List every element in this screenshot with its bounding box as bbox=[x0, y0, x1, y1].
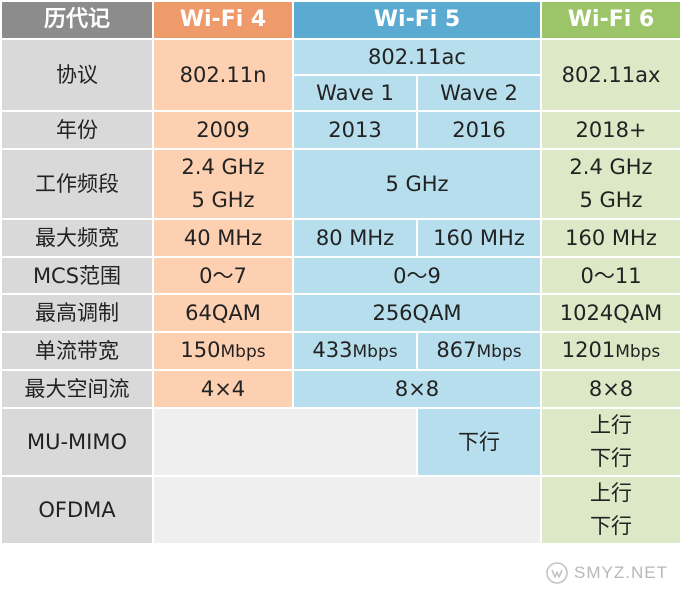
band-wifi6-line1: 2.4 GHz bbox=[569, 155, 653, 179]
label-bandwidth: 最大频宽 bbox=[0, 218, 154, 258]
row-year: 年份 2009 2013 2016 2018+ bbox=[0, 110, 680, 150]
label-year: 年份 bbox=[0, 110, 154, 150]
row-stream-rate: 单流带宽 150Mbps 433Mbps 867Mbps 1201Mbps bbox=[0, 331, 680, 371]
spatial-streams-wifi5: 8×8 bbox=[291, 369, 543, 409]
band-wifi5: 5 GHz bbox=[291, 148, 543, 220]
row-spatial-streams: 最大空间流 4×4 8×8 8×8 bbox=[0, 369, 680, 409]
label-mu-mimo: MU-MIMO bbox=[0, 407, 154, 477]
label-mcs: MCS范围 bbox=[0, 256, 154, 295]
header-history: 历代记 bbox=[0, 0, 154, 40]
label-protocol: 协议 bbox=[0, 38, 154, 112]
label-band: 工作频段 bbox=[0, 148, 154, 220]
protocol-wifi6: 802.11ax bbox=[540, 38, 680, 112]
label-stream-rate: 单流带宽 bbox=[0, 331, 154, 371]
band-wifi4-line2: 5 GHz bbox=[191, 188, 255, 212]
bandwidth-wifi4: 40 MHz bbox=[152, 218, 294, 258]
band-wifi6: 2.4 GHz 5 GHz bbox=[540, 148, 680, 220]
watermark: SMYZ.NET bbox=[546, 562, 668, 584]
band-wifi4: 2.4 GHz 5 GHz bbox=[152, 148, 294, 220]
mcs-wifi6: 0～11 bbox=[540, 256, 680, 295]
stream-rate-wifi4: 150Mbps bbox=[152, 331, 294, 371]
header-row: 历代记 Wi-Fi 4 Wi-Fi 5 Wi-Fi 6 bbox=[0, 0, 680, 40]
mu-mimo-empty bbox=[152, 407, 418, 477]
mcs-wifi4: 0～7 bbox=[152, 256, 294, 295]
stream-rate-wifi5-wave1: 433Mbps bbox=[292, 331, 418, 371]
watermark-text: SMYZ.NET bbox=[574, 563, 668, 582]
row-ofdma: OFDMA 上行 下行 bbox=[0, 475, 680, 545]
label-spatial-streams: 最大空间流 bbox=[0, 369, 154, 409]
ofdma-wifi6-line1: 上行 bbox=[590, 481, 633, 505]
stream-rate-wifi5-wave2-number: 867 bbox=[436, 338, 477, 362]
modulation-wifi4: 64QAM bbox=[152, 293, 294, 333]
row-protocol: 协议 802.11n 802.11ac 802.11ax bbox=[0, 38, 680, 112]
protocol-wifi5-wave2: Wave 2 bbox=[415, 74, 543, 112]
spatial-streams-wifi4: 4×4 bbox=[152, 369, 294, 409]
ofdma-wifi6: 上行 下行 bbox=[540, 475, 680, 545]
protocol-wifi5-wave1: Wave 1 bbox=[292, 74, 418, 112]
mu-mimo-wifi6-line1: 上行 bbox=[590, 413, 633, 437]
mcs-wifi5: 0～9 bbox=[291, 256, 543, 295]
ofdma-empty bbox=[151, 475, 543, 545]
band-wifi4-line1: 2.4 GHz bbox=[181, 155, 265, 179]
stream-rate-wifi5-wave1-number: 433 bbox=[312, 338, 353, 362]
label-ofdma: OFDMA bbox=[0, 475, 154, 545]
mu-mimo-wifi6-line2: 下行 bbox=[590, 446, 633, 470]
band-wifi6-line2: 5 GHz bbox=[579, 188, 643, 212]
stream-rate-wifi6: 1201Mbps bbox=[540, 331, 680, 371]
protocol-wifi4: 802.11n bbox=[152, 38, 294, 112]
ofdma-wifi6-line2: 下行 bbox=[590, 514, 633, 538]
wifi-generations-table: 历代记 Wi-Fi 4 Wi-Fi 5 Wi-Fi 6 协议 802.11n 8… bbox=[0, 0, 680, 545]
mu-mimo-wifi6: 上行 下行 bbox=[540, 407, 680, 477]
spatial-streams-wifi6: 8×8 bbox=[540, 369, 680, 409]
mu-mimo-wifi5-wave2: 下行 bbox=[415, 407, 543, 477]
year-wifi5-wave2: 2016 bbox=[415, 110, 543, 150]
stream-rate-wifi4-number: 150 bbox=[180, 338, 221, 362]
row-mu-mimo: MU-MIMO 下行 上行 下行 bbox=[0, 407, 680, 477]
header-wifi5: Wi-Fi 5 bbox=[291, 0, 543, 40]
row-band: 工作频段 2.4 GHz 5 GHz 5 GHz 2.4 GHz 5 GHz bbox=[0, 148, 680, 220]
row-protocol-waves: Wave 1 Wave 2 bbox=[1, 74, 680, 112]
stream-rate-wifi6-unit: Mbps bbox=[615, 342, 661, 362]
bandwidth-wifi5-wave2: 160 MHz bbox=[415, 218, 543, 258]
stream-rate-wifi5-wave2-unit: Mbps bbox=[476, 342, 522, 362]
modulation-wifi5: 256QAM bbox=[291, 293, 543, 333]
comparison-table-container: 历代记 Wi-Fi 4 Wi-Fi 5 Wi-Fi 6 协议 802.11n 8… bbox=[0, 0, 680, 545]
label-modulation: 最高调制 bbox=[0, 293, 154, 333]
header-wifi6: Wi-Fi 6 bbox=[540, 0, 680, 40]
brand-logo-icon bbox=[546, 562, 568, 584]
row-modulation: 最高调制 64QAM 256QAM 1024QAM bbox=[0, 293, 680, 333]
row-mcs: MCS范围 0～7 0～9 0～11 bbox=[0, 256, 680, 295]
bandwidth-wifi5-wave1: 80 MHz bbox=[292, 218, 418, 258]
stream-rate-wifi4-unit: Mbps bbox=[220, 342, 266, 362]
year-wifi5-wave1: 2013 bbox=[292, 110, 418, 150]
bandwidth-wifi6: 160 MHz bbox=[540, 218, 680, 258]
stream-rate-wifi5-wave2: 867Mbps bbox=[415, 331, 543, 371]
year-wifi4: 2009 bbox=[152, 110, 294, 150]
header-wifi4: Wi-Fi 4 bbox=[152, 0, 294, 40]
modulation-wifi6: 1024QAM bbox=[540, 293, 680, 333]
stream-rate-wifi5-wave1-unit: Mbps bbox=[352, 342, 398, 362]
row-bandwidth: 最大频宽 40 MHz 80 MHz 160 MHz 160 MHz bbox=[0, 218, 680, 258]
protocol-wifi5: 802.11ac bbox=[291, 38, 543, 76]
stream-rate-wifi6-number: 1201 bbox=[561, 338, 616, 362]
year-wifi6: 2018+ bbox=[540, 110, 680, 150]
